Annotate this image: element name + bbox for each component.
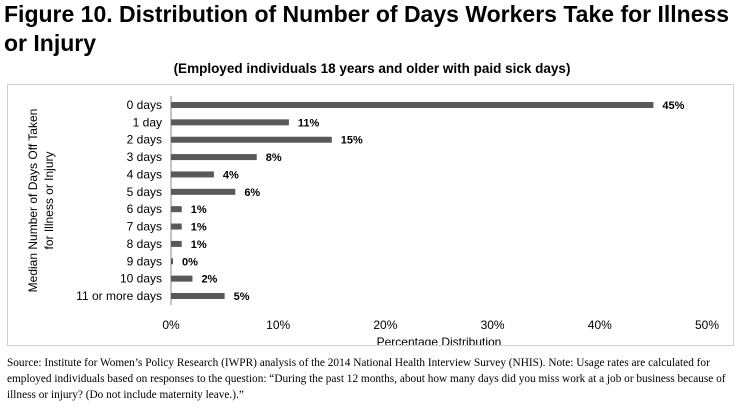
category-label: 7 days <box>127 220 162 234</box>
x-tick-label: 50% <box>695 318 719 332</box>
data-label: 11% <box>298 117 320 129</box>
bar <box>171 171 214 178</box>
bar-chart: 0 days 45% 1 day 11% 2 days 15% 3 days 8% 4 days… <box>26 96 719 345</box>
category-label: 10 days <box>120 272 162 286</box>
data-label: 0% <box>182 256 198 268</box>
data-label: 1% <box>191 204 207 216</box>
bar <box>171 275 193 282</box>
data-label: 1% <box>191 222 207 234</box>
data-label: 2% <box>201 274 217 286</box>
x-tick-label: 40% <box>588 318 612 332</box>
x-tick-label: 20% <box>373 318 397 332</box>
data-label: 6% <box>244 187 260 199</box>
data-label: 1% <box>191 239 207 251</box>
category-label: 11 or more days <box>76 289 162 303</box>
data-label: 15% <box>341 135 363 147</box>
chart-area: 0 days 45% 1 day 11% 2 days 15% 3 days 8% 4 days… <box>7 84 734 346</box>
bar <box>171 102 654 108</box>
data-label: 4% <box>223 169 239 181</box>
category-label: 9 days <box>127 254 162 268</box>
bar <box>171 223 182 230</box>
x-axis-title: Percentage Distribution <box>377 335 502 345</box>
x-tick-label: 10% <box>266 318 290 332</box>
y-axis-title: Median Number of Days Off Taken <box>26 109 40 293</box>
data-label: 8% <box>266 152 282 164</box>
bar <box>171 136 332 143</box>
bar <box>171 240 182 247</box>
chart-subtitle: (Employed individuals 18 years and older… <box>173 61 571 76</box>
category-label: 8 days <box>127 237 162 251</box>
bar <box>171 258 173 265</box>
bar <box>171 154 257 161</box>
category-label: 3 days <box>127 150 162 164</box>
category-label: 1 day <box>133 115 162 129</box>
category-label: 5 days <box>127 185 162 199</box>
category-label: 6 days <box>127 202 162 216</box>
x-tick-label: 0% <box>162 318 180 332</box>
figure-title: Figure 10. Distribution of Number of Day… <box>4 1 730 56</box>
category-label: 0 days <box>127 98 162 112</box>
bar <box>171 206 182 213</box>
y-axis-title: for Illness or Injury <box>42 151 56 249</box>
x-tick-label: 30% <box>481 318 505 332</box>
category-label: 2 days <box>127 133 162 147</box>
data-label: 45% <box>662 100 684 112</box>
category-label: 4 days <box>127 167 162 181</box>
bar <box>171 188 236 195</box>
source-note: Source: Institute for Women’s Policy Res… <box>7 357 726 401</box>
data-label: 5% <box>234 291 250 303</box>
bar <box>171 119 289 126</box>
bar <box>171 293 225 299</box>
